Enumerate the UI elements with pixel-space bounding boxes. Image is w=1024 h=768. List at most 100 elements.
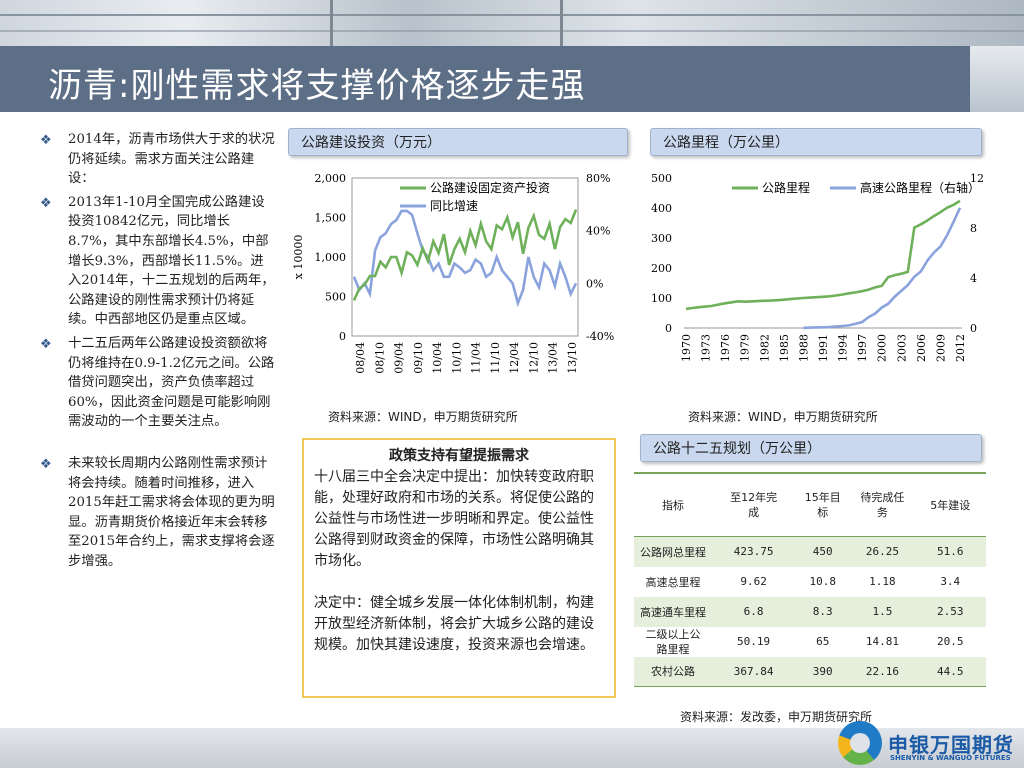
title-bar bbox=[0, 46, 970, 112]
page-title: 沥青:刚性需求将支撑价格逐步走强 bbox=[48, 66, 586, 106]
diamond-bullet-icon: ❖ bbox=[40, 456, 52, 472]
value-cell: 26.25 bbox=[865, 545, 899, 559]
x-tick-label: 13/04 bbox=[547, 342, 560, 374]
x-tick-label: 1997 bbox=[856, 334, 869, 362]
y-tick-label-left: 500 bbox=[651, 172, 672, 185]
y-tick-label-left: 400 bbox=[651, 202, 672, 215]
table-source: 资料来源：发改委，申万期货研究所 bbox=[680, 710, 873, 724]
x-tick-label: 13/10 bbox=[566, 342, 579, 374]
chart2-header: 公路里程（万公里） bbox=[650, 128, 982, 156]
bullet-text: 未来较长周期内公路刚性需求预计将会持续。随着时间推移，进入2015年赶工需求将会… bbox=[68, 455, 275, 569]
value-cell: 450 bbox=[812, 545, 833, 559]
legend-label-total: 公路里程 bbox=[762, 180, 810, 195]
bullet-text: 2013年1-10月全国完成公路建设投资10842亿元，同比增长8.7%，其中东… bbox=[68, 194, 275, 328]
chart2-header-label: 公路里程（万公里） bbox=[663, 135, 789, 151]
table-header: 公路十二五规划（万公里） bbox=[640, 434, 982, 462]
x-tick-label: 10/10 bbox=[450, 342, 463, 374]
x-tick-label: 2006 bbox=[915, 334, 928, 362]
table-row: 公路网总里程 423.75 450 26.25 51.6 bbox=[634, 536, 986, 567]
value-cell: 65 bbox=[816, 635, 830, 648]
x-tick-label: 1982 bbox=[758, 334, 771, 362]
chart2-svg: 0 100 200 300 400 500 0 4 8 12 1970 1973 1976 1979 198… bbox=[651, 172, 984, 362]
policy-paragraph: 决定中：健全城乡发展一体化体制机制，构建开放型经济新体制，将会扩大城乡公路的建设… bbox=[314, 595, 594, 653]
legend-label-expressway: 高速公路里程（右轴） bbox=[860, 180, 980, 195]
bullet-text: 十二五后两年公路建设投资额欲将仍将维持在0.9-1.2亿元之间。公路借贷问题突出… bbox=[68, 335, 275, 430]
x-tick-label: 1985 bbox=[778, 334, 791, 362]
y-tick-label-right: -40% bbox=[586, 330, 614, 343]
x-tick-label: 09/10 bbox=[412, 342, 425, 374]
x-tick-label: 11/04 bbox=[470, 342, 483, 374]
x-tick-label: 1988 bbox=[797, 334, 810, 362]
bullet-list: ❖ 2014年，沥青市场供大于求的状况仍将延续。需求方面关注公路建设： ❖ 20… bbox=[40, 130, 276, 575]
x-tick-label: 1976 bbox=[719, 334, 732, 362]
table-row: 高速通车里程 6.8 8.3 1.5 2.53 bbox=[634, 596, 986, 627]
x-tick-label: 1991 bbox=[817, 334, 830, 362]
y-tick-label-left: 1,000 bbox=[315, 251, 347, 264]
value-cell: 50.19 bbox=[737, 635, 771, 648]
value-cell: 14.81 bbox=[865, 635, 899, 648]
y-tick-label-left: 0 bbox=[665, 322, 672, 335]
x-tick-label: 1994 bbox=[837, 334, 850, 362]
column-header: 15年目标 bbox=[795, 472, 851, 537]
value-cell: 10.8 bbox=[809, 575, 836, 588]
value-cell: 3.4 bbox=[940, 575, 961, 588]
bullet-item: ❖ 2013年1-10月全国完成公路建设投资10842亿元，同比增长8.7%，其… bbox=[40, 193, 276, 330]
value-cell: 1.18 bbox=[869, 575, 896, 588]
value-cell: 20.5 bbox=[937, 635, 964, 648]
legend-label-yoy: 同比增速 bbox=[430, 199, 478, 213]
chart1-header-label: 公路建设投资（万元） bbox=[301, 135, 441, 151]
value-cell: 390 bbox=[795, 656, 851, 687]
pole bbox=[560, 0, 563, 46]
chart1-area: x 10000 0 500 1,000 1,500 2,000 -40% 0% 40% 80% 08… bbox=[288, 166, 630, 392]
y-tick-label-left: 100 bbox=[651, 292, 672, 305]
x-tick-label: 08/04 bbox=[354, 342, 367, 374]
column-header: 待完成任务 bbox=[850, 472, 915, 537]
value-cell: 8.3 bbox=[812, 605, 833, 618]
table-row: 高速总里程 9.62 10.8 1.18 3.4 bbox=[634, 566, 986, 597]
y-tick-label-left: 2,000 bbox=[315, 172, 347, 185]
y-tick-label-left: 500 bbox=[325, 291, 346, 304]
policy-heading: 政策支持有望提振需求 bbox=[389, 448, 529, 464]
y-tick-label-left: 300 bbox=[651, 232, 672, 245]
row-label-cell: 农村公路 bbox=[634, 656, 713, 687]
row-label-cell: 公路网总里程 bbox=[640, 545, 706, 559]
y-tick-label-right: 80% bbox=[586, 172, 610, 185]
table-row: 农村公路 367.84 390 22.16 44.5 bbox=[634, 656, 986, 687]
chart1-source: 资料来源：WIND，申万期货研究所 bbox=[328, 410, 518, 424]
pole bbox=[330, 0, 333, 46]
chart2-source: 资料来源：WIND，申万期货研究所 bbox=[688, 410, 878, 424]
company-name-en: SHENYIN & WANGUO FUTURES bbox=[890, 754, 1011, 762]
value-cell: 9.62 bbox=[740, 575, 767, 588]
x-tick-label: 12/04 bbox=[508, 342, 521, 374]
policy-paragraph: 十八届三中全会决定中提出：加快转变政府职能，处理好政府和市场的关系。将促使公路的… bbox=[314, 469, 594, 569]
x-tick-label: 2003 bbox=[895, 334, 908, 362]
plan-table: 指标 至12年完成 15年目标 待完成任务 5年建设 公路网总里程 423.75 4… bbox=[634, 472, 986, 687]
row-label-cell: 二级以上公路里程 bbox=[645, 627, 701, 656]
policy-box: 政策支持有望提振需求 十八届三中全会决定中提出：加快转变政府职能，处理好政府和市… bbox=[302, 438, 616, 698]
value-cell: 2.53 bbox=[937, 605, 964, 618]
y-tick-label-left: 1,500 bbox=[315, 212, 347, 225]
legend-label-invest: 公路建设固定资产投资 bbox=[430, 180, 550, 195]
row-label-cell: 高速总里程 bbox=[645, 575, 701, 589]
diamond-bullet-icon: ❖ bbox=[40, 336, 52, 352]
plot-frame bbox=[351, 177, 579, 337]
column-header: 至12年完成 bbox=[712, 472, 796, 537]
column-header: 指标 bbox=[634, 472, 713, 537]
y-tick-label-right: 0 bbox=[970, 322, 977, 335]
power-line bbox=[0, 30, 1024, 32]
series-line-total-mileage bbox=[685, 199, 961, 311]
value-cell: 22.16 bbox=[850, 656, 915, 687]
series-line-invest bbox=[352, 209, 578, 301]
x-tick-label: 12/10 bbox=[527, 342, 540, 374]
bullet-item: ❖ 2014年，沥青市场供大于求的状况仍将延续。需求方面关注公路建设： bbox=[40, 130, 276, 189]
diamond-bullet-icon: ❖ bbox=[40, 133, 52, 148]
bullet-text: 2014年，沥青市场供大于求的状况仍将延续。需求方面关注公路建设： bbox=[68, 132, 275, 187]
company-logo-icon bbox=[838, 721, 882, 765]
column-header: 5年建设 bbox=[914, 472, 986, 537]
x-tick-label: 09/04 bbox=[393, 342, 406, 374]
y-unit-label: x 10000 bbox=[292, 235, 305, 280]
x-tick-label: 11/10 bbox=[489, 342, 502, 374]
y-tick-label-right: 12 bbox=[970, 172, 984, 185]
y-tick-label-left: 0 bbox=[339, 330, 346, 343]
x-tick-label: 2000 bbox=[876, 334, 889, 362]
